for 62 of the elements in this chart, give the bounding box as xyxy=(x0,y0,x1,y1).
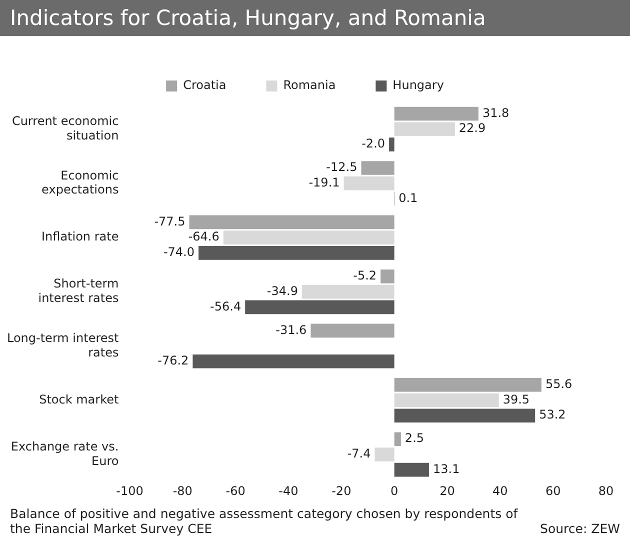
chart-title: Indicators for Croatia, Hungary, and Romania xyxy=(0,0,630,36)
data-label: 13.1 xyxy=(432,462,460,476)
data-label: 22.9 xyxy=(458,121,486,136)
bar xyxy=(394,378,542,392)
data-label: 53.2 xyxy=(539,408,566,422)
data-label: -76.2 xyxy=(158,354,189,368)
data-label: 2.5 xyxy=(404,431,424,446)
source-note: Source: ZEW xyxy=(540,521,620,536)
bar xyxy=(394,393,499,408)
data-label: 39.5 xyxy=(502,392,530,406)
data-label: -12.5 xyxy=(326,160,358,174)
x-tick-label: -40 xyxy=(278,484,298,498)
data-label: 55.6 xyxy=(545,377,572,392)
data-label: -56.4 xyxy=(210,299,242,314)
data-label: -77.5 xyxy=(154,214,186,228)
data-label: 31.8 xyxy=(482,106,510,120)
data-label: -64.6 xyxy=(188,230,220,244)
bar xyxy=(198,246,394,260)
x-tick-label: 20 xyxy=(440,484,455,498)
bar xyxy=(394,106,478,121)
data-label: -74.0 xyxy=(163,245,195,260)
data-label: -34.9 xyxy=(266,284,298,298)
x-tick-label: 0 xyxy=(390,484,398,498)
x-tick-label: 40 xyxy=(492,484,508,498)
data-label: -31.6 xyxy=(276,322,307,337)
data-label: -19.1 xyxy=(308,175,340,190)
bar xyxy=(389,138,394,152)
bar xyxy=(189,215,394,230)
data-label: 0.1 xyxy=(398,190,418,205)
x-tick-label: 80 xyxy=(598,484,614,498)
x-tick-label: -100 xyxy=(116,484,144,498)
legend-label: Croatia xyxy=(183,78,226,92)
y-tick-label: Inflation rate xyxy=(41,230,119,244)
data-label: -7.4 xyxy=(347,446,371,461)
y-tick-label: Short-term interest rates xyxy=(38,276,119,306)
x-tick-label: -60 xyxy=(226,484,246,498)
x-tick-label: -20 xyxy=(332,484,352,498)
bar xyxy=(394,122,455,136)
bar xyxy=(192,354,394,368)
y-tick-label: Exchange rate vs. Euro xyxy=(10,439,119,468)
text: Balance of positive and negative assessment category chosen by respondents of the Financial Market Survey CEE xyxy=(10,506,519,536)
bar xyxy=(394,462,429,477)
bar xyxy=(310,324,394,338)
bar xyxy=(380,270,394,284)
bar xyxy=(374,448,394,462)
y-tick-label: Current economic situation xyxy=(12,114,119,142)
legend-label: Hungary xyxy=(392,78,444,92)
bar xyxy=(245,300,394,314)
x-tick-label: -80 xyxy=(172,484,192,498)
legend-label: Romania xyxy=(283,78,336,92)
bar xyxy=(223,230,394,244)
y-tick-label: Stock market xyxy=(39,392,119,406)
bar xyxy=(394,408,536,423)
bar xyxy=(394,432,401,446)
bar xyxy=(302,284,394,299)
y-tick-label: Economic expectations xyxy=(42,168,119,197)
bar xyxy=(361,161,394,175)
bar xyxy=(344,176,394,190)
data-label: -2.0 xyxy=(362,136,386,151)
data-label: -5.2 xyxy=(353,268,377,283)
x-tick-label: 60 xyxy=(545,484,561,498)
y-tick-label: Long-term interest rates xyxy=(6,330,119,360)
